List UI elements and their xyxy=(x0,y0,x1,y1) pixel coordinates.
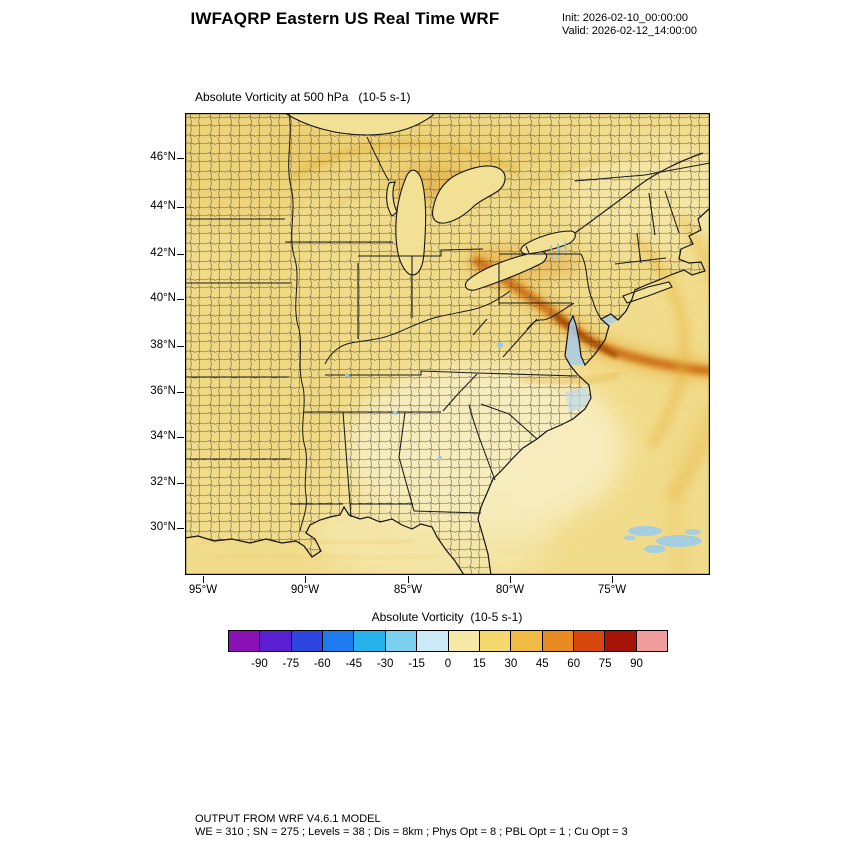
colorbar-tick-label: -15 xyxy=(408,658,425,670)
colorbar-tick-label: 90 xyxy=(630,658,643,670)
footer-model-line: OUTPUT FROM WRF V4.6.1 MODEL xyxy=(195,813,381,825)
lat-tick-mark xyxy=(177,254,184,256)
colorbar-segment xyxy=(385,631,418,651)
lat-tick-mark xyxy=(177,158,184,160)
colorbar-segment xyxy=(323,631,355,651)
ocean-features xyxy=(624,526,702,553)
lon-tick-label: 95°W xyxy=(188,584,218,596)
coastline xyxy=(185,207,710,575)
colorbar-tick-label: -75 xyxy=(282,658,300,670)
colorbar-tick-label: -30 xyxy=(376,658,394,670)
lon-tick-mark xyxy=(305,576,307,583)
colorbar-segment xyxy=(573,631,606,651)
lat-tick-label: 32°N xyxy=(150,476,176,488)
lat-tick-mark xyxy=(177,346,184,348)
colorbar-tick-label: 15 xyxy=(473,658,486,670)
colorbar-tick-label: -60 xyxy=(313,658,331,670)
lon-tick-mark xyxy=(612,576,614,583)
colorbar-segment xyxy=(229,631,261,651)
colorbar-segment xyxy=(354,631,386,651)
colorbar-tick-label: 0 xyxy=(444,658,452,670)
colorbar-tick-label: 60 xyxy=(567,658,581,670)
colorbar-segment xyxy=(260,631,292,651)
map-subtitle: Absolute Vorticity at 500 hPa (10-5 s-1) xyxy=(195,90,411,104)
lon-tick-mark xyxy=(203,576,205,583)
lat-tick-label: 46°N xyxy=(150,151,176,163)
colorbar-segment xyxy=(542,631,574,651)
colorbar-tick-label: -45 xyxy=(345,658,363,670)
lat-tick-label: 40°N xyxy=(150,292,176,304)
colorbar-segment xyxy=(417,631,449,651)
lat-tick-mark xyxy=(177,207,184,209)
colorbar-tick-label: 75 xyxy=(598,658,612,670)
bays-layer xyxy=(565,314,617,412)
colorbar-tick-labels: -90 -75 -60 -45 -30 -15 0 15 30 45 60 75 90 xyxy=(228,658,668,674)
lon-tick-mark xyxy=(408,576,410,583)
colorbar-tick-label: 30 xyxy=(504,658,518,670)
lat-tick-label: 42°N xyxy=(150,247,176,259)
init-time: Init: 2026-02-10_00:00:00 xyxy=(562,12,688,24)
lon-tick-label: 75°W xyxy=(597,584,627,596)
colorbar xyxy=(228,630,668,652)
rivers-layer xyxy=(288,113,704,532)
lat-tick-mark xyxy=(177,483,184,485)
colorbar-segment xyxy=(511,631,543,651)
lon-tick-label: 85°W xyxy=(393,584,423,596)
run-times: Init: 2026-02-10_00:00:00 Valid: 2026-02… xyxy=(562,12,697,38)
lat-tick-mark xyxy=(177,437,184,439)
wrf-map-svg xyxy=(185,113,710,575)
colorbar-segment xyxy=(448,631,480,651)
colorbar-tick-label: -90 xyxy=(251,658,268,670)
map-canvas xyxy=(185,113,710,575)
lat-tick-mark xyxy=(177,299,184,301)
lat-tick-mark xyxy=(177,392,184,394)
state-borders xyxy=(185,162,710,518)
map-border xyxy=(185,113,710,575)
lon-tick-label: 90°W xyxy=(290,584,320,596)
colorbar-segment xyxy=(479,631,512,651)
great-lakes xyxy=(283,113,673,304)
lat-tick-label: 30°N xyxy=(150,521,176,533)
lat-tick-label: 44°N xyxy=(150,200,176,212)
colorbar-label: Absolute Vorticity (10-5 s-1) xyxy=(371,610,523,624)
lon-tick-mark xyxy=(510,576,512,583)
colorbar-segment xyxy=(291,631,324,651)
lon-tick-label: 80°W xyxy=(495,584,525,596)
lat-tick-mark xyxy=(177,528,184,530)
lat-tick-label: 36°N xyxy=(150,385,176,397)
lat-tick-label: 38°N xyxy=(150,339,176,351)
colorbar-segment xyxy=(605,631,637,651)
lat-tick-label: 34°N xyxy=(150,430,176,442)
colorbar-tick-label: 45 xyxy=(535,658,549,670)
plot-title: IWFAQRP Eastern US Real Time WRF xyxy=(190,9,500,28)
colorbar-segment xyxy=(636,631,668,651)
footer-config-line: WE = 310 ; SN = 275 ; Levels = 38 ; Dis … xyxy=(195,826,628,838)
valid-time: Valid: 2026-02-12_14:00:00 xyxy=(562,25,697,37)
inland-lakes xyxy=(345,342,503,460)
